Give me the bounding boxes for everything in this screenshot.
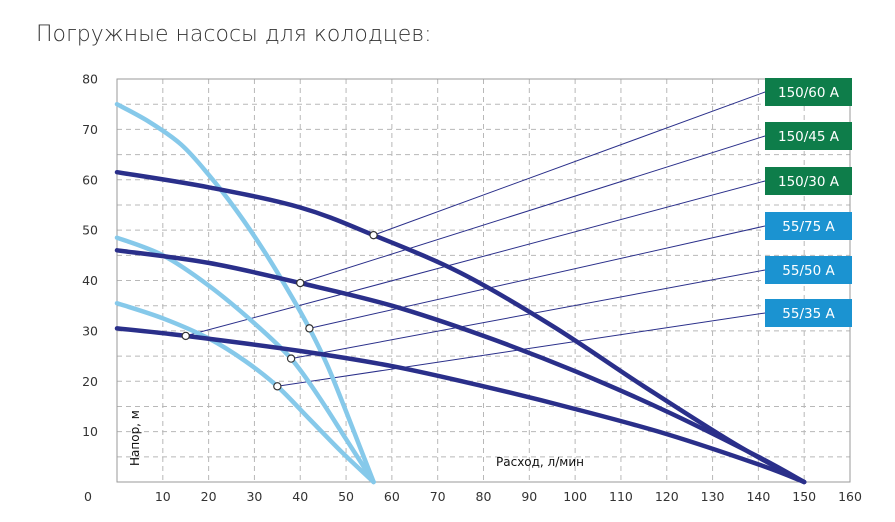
- axis-tick-labels: 0 10 20 30 40 50 60 70 80 90 100 110 120 130 140 150 160…: [82, 72, 862, 505]
- series-line: [114, 169, 807, 485]
- x-axis-label: Расход, л/мин: [496, 455, 584, 469]
- x-tick-label: 40: [292, 489, 308, 504]
- y-tick-label: 80: [82, 72, 98, 87]
- series-line: [114, 326, 807, 485]
- legend-label: 55/35 А: [782, 306, 835, 322]
- x-tick-label: 80: [476, 489, 492, 504]
- series-markers: [181, 230, 378, 391]
- x-tick-label: 150: [792, 489, 816, 504]
- y-tick-label: 50: [82, 223, 98, 238]
- x-tick-label: 60: [384, 489, 400, 504]
- series-marker: [369, 230, 378, 240]
- x-tick-label: 20: [201, 489, 217, 504]
- x-tick-label: 140: [746, 489, 770, 504]
- legend: 150/60 А 150/45 А 150/30 А 55/75 А 55/50 А 55…: [765, 78, 852, 327]
- series-marker: [305, 324, 314, 333]
- x-tick-label: 130: [701, 489, 725, 504]
- series-line: [114, 101, 376, 485]
- x-tick-label: 100: [563, 489, 587, 504]
- x-tick-label: 50: [338, 489, 354, 504]
- y-tick-label: 10: [82, 424, 98, 439]
- series-marker: [273, 382, 282, 391]
- leader-line: [373, 91, 766, 236]
- x-tick-label: 160: [838, 489, 862, 504]
- leader-line: [309, 225, 766, 329]
- y-tick-label: 20: [82, 374, 98, 389]
- legend-label-box: [765, 256, 852, 284]
- y-tick-label: 60: [82, 172, 98, 187]
- y-axis-label: Напор, м: [128, 410, 142, 466]
- series-marker: [181, 331, 190, 341]
- legend-label: 55/75 А: [782, 219, 835, 235]
- leader-line: [300, 135, 766, 284]
- legend-label-box: [765, 78, 852, 106]
- y-tick-label: 30: [82, 323, 98, 338]
- legend-label: 150/45 А: [778, 129, 840, 145]
- y-tick-label: 40: [82, 273, 98, 288]
- chart-grid: [117, 79, 850, 482]
- legend-label-box: [765, 167, 852, 195]
- legend-label: 55/50 А: [782, 263, 835, 279]
- page-title: Погружные насосы для колодцев:: [36, 22, 432, 47]
- series-marker: [296, 278, 305, 288]
- legend-label: 150/60 А: [778, 85, 840, 101]
- series-marker: [286, 354, 296, 363]
- x-tick-label: 110: [609, 489, 633, 504]
- x-tick-label: 90: [521, 489, 537, 504]
- leader-line: [290, 269, 766, 360]
- series-line: [114, 300, 376, 485]
- x-tick-label: 0: [84, 489, 92, 504]
- x-tick-label: 30: [246, 489, 262, 504]
- leader-line: [185, 180, 766, 337]
- x-tick-label: 70: [430, 489, 446, 504]
- series-line: [114, 248, 807, 485]
- series-curves: [114, 101, 807, 485]
- x-tick-label: 120: [655, 489, 679, 504]
- legend-label-box: [765, 299, 852, 327]
- y-tick-label: 70: [82, 122, 98, 137]
- legend-label-box: [765, 122, 852, 150]
- legend-label: 150/30 А: [778, 174, 840, 190]
- legend-label-box: [765, 212, 852, 240]
- x-tick-label: 10: [155, 489, 171, 504]
